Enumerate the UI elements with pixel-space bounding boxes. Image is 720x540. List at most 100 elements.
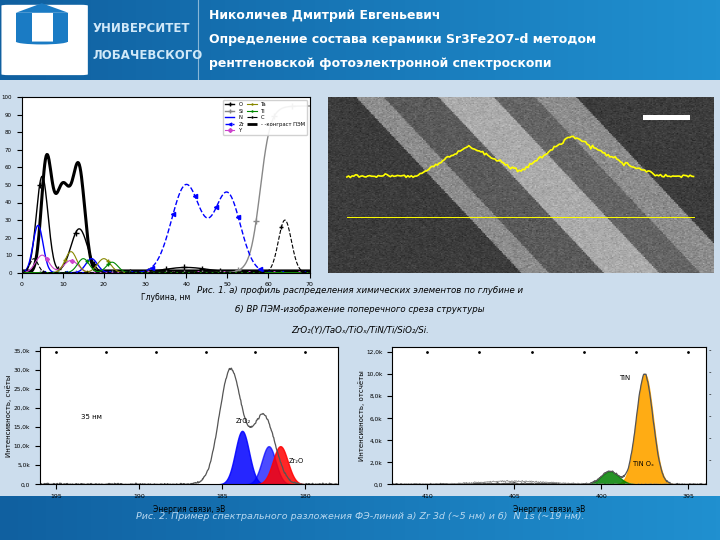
Wedge shape: [16, 42, 68, 44]
конграст ПЭМ: [53, 190, 61, 196]
Text: Рис. 2. Пример спектрального разложения ФЭ-линий а) Zr 3d (~5 нм) и б)  N 1s (~1: Рис. 2. Пример спектрального разложения …: [136, 512, 584, 522]
C: [226, 269, 235, 276]
C: [52, 269, 60, 276]
O: [132, 269, 140, 275]
Ti: [305, 269, 314, 276]
Text: 35 нм: 35 нм: [81, 414, 102, 420]
Polygon shape: [16, 3, 68, 13]
конграст ПЭМ: [112, 268, 120, 274]
N: [228, 269, 236, 276]
Line: O: O: [19, 173, 312, 275]
Ta: [17, 269, 26, 276]
Legend: O, Si, N, Zr, Y, Ta, Ti, C, - -конграст ПЭМ: O, Si, N, Zr, Y, Ta, Ti, C, - -конграст …: [222, 100, 307, 136]
Text: TiN Oₓ: TiN Oₓ: [633, 461, 654, 467]
O: [53, 265, 61, 271]
Zr: [17, 269, 26, 276]
Ta: [305, 269, 314, 276]
Y: [38, 252, 47, 259]
N: [53, 269, 61, 276]
Line: Y: Y: [20, 254, 311, 274]
C: [17, 269, 26, 276]
Ti: [226, 269, 235, 276]
конграст ПЭМ: [305, 268, 314, 274]
Si: [199, 269, 207, 276]
Text: Определение состава керамики Sr3Fe2O7-d методом: Определение состава керамики Sr3Fe2O7-d …: [209, 33, 596, 46]
Y: [17, 269, 26, 276]
Y-axis label: Интенсивность, счёты: Интенсивность, счёты: [5, 374, 12, 457]
Text: -: -: [709, 457, 711, 463]
C: [127, 269, 135, 276]
C: [305, 269, 314, 276]
Ti: [79, 255, 88, 262]
Line: конграст ПЭМ: конграст ПЭМ: [22, 154, 310, 271]
Text: Николичев Дмитрий Евгеньевич: Николичев Дмитрий Евгеньевич: [209, 10, 440, 23]
Line: Si: Si: [19, 103, 312, 275]
C: [228, 269, 236, 276]
конграст ПЭМ: [228, 268, 236, 274]
Text: ZrO₂(Y)/TaOₓ/TiOₓ/TiN/Ti/SiO₂/Si.: ZrO₂(Y)/TaOₓ/TiOₓ/TiN/Ti/SiO₂/Si.: [291, 326, 429, 335]
N: [132, 269, 140, 276]
N: [34, 222, 42, 228]
Text: -: -: [709, 369, 711, 375]
Y: [112, 269, 120, 276]
Si: [131, 269, 140, 276]
O: [228, 269, 236, 275]
C: [132, 269, 140, 276]
Si: [225, 269, 234, 275]
конграст ПЭМ: [42, 151, 51, 158]
Text: б) ВР ПЭМ-изображение поперечного среза структуры: б) ВР ПЭМ-изображение поперечного среза …: [235, 305, 485, 314]
Zr: [228, 194, 236, 200]
X-axis label: Энергия связи, эВ: Энергия связи, эВ: [513, 505, 585, 514]
FancyBboxPatch shape: [1, 5, 88, 75]
Ta: [228, 269, 236, 276]
Zr: [199, 212, 208, 218]
Ta: [132, 269, 140, 276]
Line: C: C: [19, 218, 312, 275]
O: [305, 269, 314, 276]
Ti: [228, 269, 236, 276]
Ti: [132, 269, 140, 276]
Si: [227, 269, 235, 275]
Zr: [305, 269, 314, 276]
Y: [53, 266, 61, 273]
Text: УНИВЕРСИТЕТ: УНИВЕРСИТЕТ: [92, 22, 189, 35]
Si: [17, 269, 26, 276]
Zr: [111, 269, 120, 276]
Text: -: -: [709, 392, 711, 397]
N: [112, 269, 120, 276]
Zr: [226, 192, 235, 198]
O: [112, 269, 120, 276]
Text: TiN: TiN: [618, 375, 630, 381]
конграст ПЭМ: [132, 268, 140, 274]
Ta: [226, 269, 235, 276]
Text: Zr₂O: Zr₂O: [289, 458, 304, 464]
Si: [305, 103, 314, 109]
FancyBboxPatch shape: [16, 13, 32, 42]
Ta: [112, 267, 120, 274]
конграст ПЭМ: [199, 268, 208, 274]
O: [199, 266, 208, 272]
N: [199, 269, 208, 276]
Zr: [52, 269, 60, 276]
Text: -: -: [709, 435, 711, 441]
Y: [228, 269, 236, 276]
Ti: [52, 269, 60, 276]
Line: Zr: Zr: [19, 183, 312, 275]
Text: ЛОБАЧЕВСКОГО: ЛОБАЧЕВСКОГО: [92, 50, 202, 63]
Y-axis label: Интенсивность, отсчёты: Интенсивность, отсчёты: [358, 370, 365, 461]
Text: Рис. 1. а) профиль распределения химических элементов по глубине и: Рис. 1. а) профиль распределения химичес…: [197, 286, 523, 295]
O: [17, 269, 26, 276]
X-axis label: Энергия связи, эВ: Энергия связи, эВ: [153, 505, 225, 514]
Ti: [112, 261, 120, 268]
Ta: [199, 269, 208, 276]
Text: -: -: [709, 347, 711, 353]
Line: Ti: Ti: [19, 256, 312, 275]
Line: Ta: Ta: [19, 249, 312, 275]
N: [17, 269, 26, 276]
Ti: [17, 269, 26, 276]
N: [305, 269, 314, 276]
Ta: [66, 248, 75, 255]
Zr: [182, 181, 191, 188]
Ti: [199, 269, 208, 276]
O: [38, 173, 47, 180]
